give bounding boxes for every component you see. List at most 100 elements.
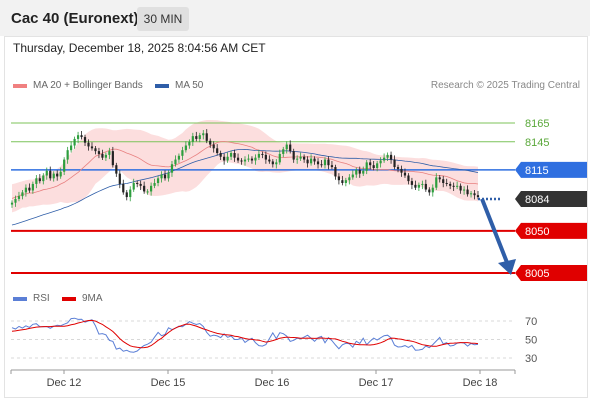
candle-body bbox=[219, 153, 222, 157]
candle-body bbox=[125, 192, 128, 198]
candle-body bbox=[414, 184, 417, 188]
candle-body bbox=[17, 196, 21, 199]
candle-body bbox=[410, 181, 414, 185]
candle-body bbox=[289, 144, 292, 152]
candle-body bbox=[209, 140, 212, 145]
level-tag-8050 bbox=[515, 222, 587, 239]
candle-body bbox=[299, 156, 302, 159]
candle-body bbox=[351, 174, 354, 178]
level-label-8050: 8050 bbox=[525, 226, 549, 238]
candle-body bbox=[191, 136, 194, 142]
candle-body bbox=[229, 153, 233, 157]
candle-body bbox=[160, 174, 163, 179]
candle-body bbox=[389, 154, 393, 160]
candle-body bbox=[337, 176, 340, 181]
interval-button[interactable]: 30 MIN bbox=[137, 7, 189, 31]
candle-body bbox=[233, 153, 236, 158]
ma20-swatch bbox=[13, 83, 27, 88]
legend-9ma-label: 9MA bbox=[82, 293, 103, 304]
level-label-8115: 8115 bbox=[525, 165, 549, 177]
candle-body bbox=[278, 153, 281, 163]
candle-body bbox=[188, 141, 191, 146]
candle-body bbox=[10, 202, 14, 205]
candle-body bbox=[104, 154, 107, 158]
candle-body bbox=[424, 183, 427, 190]
candle-body bbox=[31, 183, 34, 191]
candle-body bbox=[473, 193, 476, 196]
candle-body bbox=[271, 161, 274, 165]
candle-body bbox=[24, 187, 28, 193]
candle-body bbox=[150, 185, 153, 192]
candle-body bbox=[223, 156, 226, 161]
legend-rsi: RSI bbox=[13, 293, 50, 304]
candle-body bbox=[358, 169, 361, 174]
candle-body bbox=[198, 135, 201, 139]
rsi-tick-30: 30 bbox=[525, 353, 537, 365]
candle-body bbox=[247, 158, 250, 160]
level-tag-8084 bbox=[515, 190, 587, 207]
candle-body bbox=[167, 172, 170, 179]
projection-arrow-head bbox=[498, 259, 516, 275]
candle-body bbox=[163, 174, 167, 179]
candle-body bbox=[87, 142, 90, 147]
candle-body bbox=[49, 170, 52, 179]
candle-body bbox=[431, 187, 434, 193]
candle-body bbox=[285, 144, 288, 150]
candle-body bbox=[45, 170, 48, 176]
candle-body bbox=[63, 159, 66, 172]
candle-body bbox=[90, 146, 94, 149]
rsi-series-9MA bbox=[11, 319, 479, 349]
candle-body bbox=[275, 162, 278, 165]
candle-body bbox=[303, 156, 306, 160]
candle-body bbox=[309, 158, 313, 164]
candle-body bbox=[369, 162, 372, 166]
candle-body bbox=[341, 180, 344, 183]
candle-body bbox=[456, 185, 459, 187]
candle-body bbox=[327, 159, 330, 166]
level-label-8084: 8084 bbox=[525, 194, 549, 206]
candle-body bbox=[153, 183, 156, 186]
x-tick-label: Dec 16 bbox=[255, 377, 290, 389]
x-tick-label: Dec 18 bbox=[463, 377, 498, 389]
candle-body bbox=[330, 165, 334, 168]
candle-body bbox=[320, 164, 323, 166]
candle-body bbox=[177, 155, 181, 160]
candle-body bbox=[118, 173, 121, 184]
candle-body bbox=[184, 145, 187, 151]
candle-body bbox=[362, 170, 365, 174]
candle-body bbox=[97, 151, 101, 154]
candle-body bbox=[372, 165, 375, 168]
timestamp: Thursday, December 18, 2025 8:04:56 AM C… bbox=[13, 41, 266, 55]
candle-body bbox=[250, 158, 254, 161]
ma50-swatch bbox=[155, 83, 169, 88]
level-label-8165: 8165 bbox=[525, 118, 549, 130]
candle-body bbox=[476, 195, 480, 198]
legend-ma20: MA 20 + Bollinger Bands bbox=[13, 80, 143, 91]
candle-body bbox=[101, 153, 104, 158]
candle-body bbox=[59, 171, 62, 177]
research-credit: Research © 2025 Trading Central bbox=[430, 80, 580, 91]
candle-body bbox=[403, 172, 407, 176]
candle-body bbox=[316, 161, 320, 165]
legend-9ma: 9MA bbox=[62, 293, 103, 304]
rsi-swatch bbox=[13, 296, 27, 301]
candle-body bbox=[407, 175, 410, 182]
candle-body bbox=[428, 189, 431, 193]
candle-body bbox=[38, 178, 41, 182]
level-tag-8005 bbox=[515, 265, 587, 281]
candle-body bbox=[226, 156, 229, 161]
candle-body bbox=[466, 189, 469, 195]
candle-body bbox=[449, 183, 452, 186]
candle-body bbox=[462, 189, 466, 191]
bollinger-band bbox=[12, 120, 478, 213]
candle-body bbox=[257, 153, 261, 158]
candle-body bbox=[442, 179, 445, 183]
candle-body bbox=[348, 177, 351, 181]
candle-body bbox=[355, 169, 358, 175]
candle-body bbox=[323, 159, 327, 166]
candle-body bbox=[236, 157, 240, 161]
candle-body bbox=[76, 135, 80, 139]
candle-body bbox=[80, 135, 83, 138]
legend-rsi-label: RSI bbox=[33, 293, 50, 304]
